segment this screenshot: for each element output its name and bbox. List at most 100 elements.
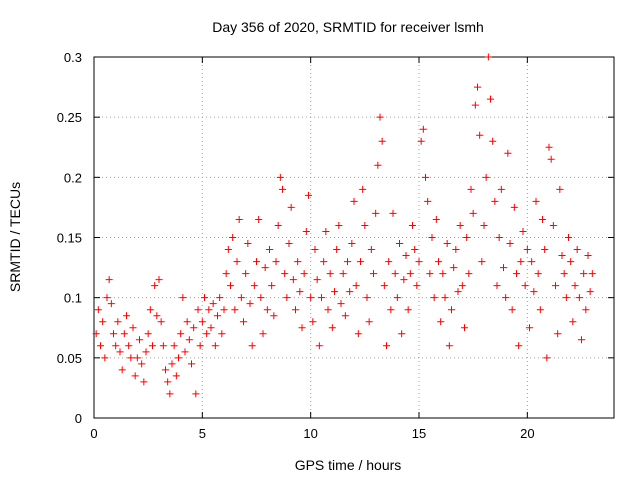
data-point — [235, 215, 243, 223]
data-point — [359, 185, 367, 193]
data-point — [411, 246, 419, 254]
data-point — [426, 270, 434, 278]
data-point — [131, 372, 139, 380]
data-point — [283, 294, 291, 302]
data-point — [575, 294, 583, 302]
data-point — [370, 270, 377, 278]
data-point — [454, 288, 462, 296]
data-point — [497, 185, 505, 193]
data-point — [328, 324, 336, 332]
data-point — [337, 300, 345, 308]
data-point — [491, 197, 499, 205]
data-point — [413, 282, 421, 290]
data-point — [315, 342, 323, 350]
data-point — [103, 294, 111, 302]
data-point — [489, 137, 497, 145]
data-point — [510, 203, 518, 211]
data-point — [272, 258, 280, 266]
data-point — [287, 203, 295, 211]
data-point — [569, 318, 577, 326]
data-point — [448, 306, 455, 314]
data-point — [458, 282, 466, 290]
data-point — [311, 246, 319, 254]
data-point — [157, 318, 165, 326]
data-point — [428, 234, 436, 241]
data-point — [253, 258, 260, 266]
data-point — [194, 306, 202, 314]
data-point — [127, 354, 135, 362]
y-tick-label: 0.1 — [64, 291, 82, 306]
data-point — [471, 101, 479, 109]
data-point — [255, 215, 263, 223]
data-point — [402, 252, 410, 260]
data-point — [482, 173, 490, 181]
data-point — [276, 173, 284, 181]
x-tick-label: 10 — [303, 426, 317, 441]
data-point — [181, 348, 189, 356]
data-point — [190, 324, 198, 332]
data-point — [456, 221, 464, 229]
data-point — [112, 342, 120, 350]
data-point — [242, 270, 250, 278]
data-point — [244, 240, 252, 248]
data-point — [380, 282, 388, 290]
data-points — [92, 53, 596, 398]
data-point — [201, 294, 208, 302]
data-point — [305, 191, 312, 199]
data-point — [357, 258, 364, 266]
data-point — [211, 342, 219, 350]
data-point — [129, 324, 137, 332]
data-point — [285, 240, 293, 248]
data-point — [94, 306, 102, 314]
data-point — [166, 390, 174, 398]
data-point — [365, 318, 373, 326]
y-tick-label: 0.05 — [57, 351, 82, 366]
data-point — [556, 185, 564, 193]
data-point — [125, 342, 133, 350]
data-point — [545, 143, 553, 151]
data-point — [417, 137, 425, 145]
data-point — [571, 282, 579, 290]
data-point — [372, 209, 380, 217]
data-point — [105, 276, 113, 284]
data-point — [151, 282, 159, 290]
data-point — [348, 240, 356, 248]
data-point — [398, 330, 406, 338]
data-point — [530, 288, 538, 296]
data-point — [523, 246, 531, 254]
data-point — [396, 240, 403, 248]
data-point — [237, 294, 245, 302]
data-point — [500, 264, 507, 272]
data-point — [573, 246, 581, 254]
data-point — [207, 324, 215, 332]
data-point — [565, 234, 572, 241]
data-point — [179, 294, 187, 302]
x-axis-label: GPS time / hours — [295, 457, 402, 473]
data-point — [229, 234, 237, 241]
data-point — [339, 270, 347, 278]
data-point — [437, 318, 445, 326]
data-point — [534, 270, 542, 278]
data-point — [393, 294, 401, 302]
data-point — [560, 270, 568, 278]
data-point — [480, 221, 488, 229]
data-point — [424, 197, 432, 205]
data-point — [107, 300, 115, 308]
data-point — [155, 276, 163, 284]
data-point — [541, 246, 549, 254]
data-point — [383, 342, 390, 350]
data-point — [261, 264, 269, 272]
data-point — [385, 258, 393, 266]
data-point — [322, 227, 330, 235]
data-point — [222, 270, 230, 278]
data-point — [246, 300, 254, 308]
data-point — [274, 221, 282, 229]
x-tick-label: 5 — [199, 426, 206, 441]
data-point — [374, 161, 382, 169]
data-point — [389, 209, 397, 217]
y-tick-label: 0.3 — [64, 50, 82, 65]
data-point — [257, 294, 265, 302]
data-point — [352, 282, 360, 290]
data-point — [248, 342, 256, 350]
data-point — [177, 330, 185, 338]
